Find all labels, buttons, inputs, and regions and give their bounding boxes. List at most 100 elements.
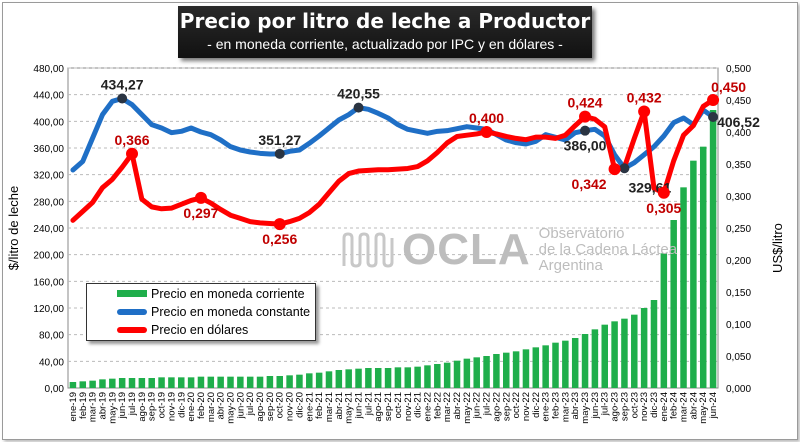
title-box: Precio por litro de leche a Productor - … — [178, 6, 592, 58]
bar-corriente — [69, 382, 77, 388]
x-tick-label: may-21 — [344, 392, 355, 424]
bar-corriente — [207, 376, 215, 388]
data-label: 386,00 — [564, 138, 607, 154]
legend-label: Precio en moneda corriente — [151, 286, 305, 301]
marker-dolares — [273, 218, 286, 231]
x-tick-label: jun-21 — [354, 392, 365, 419]
bar-corriente — [709, 110, 717, 388]
data-label: 0,256 — [262, 231, 297, 247]
bar-corriente — [493, 354, 500, 388]
legend-swatch-red — [117, 326, 147, 333]
x-tick-label: abr-21 — [334, 392, 345, 419]
bar-corriente — [99, 379, 106, 388]
x-tick-label: mar-19 — [88, 392, 99, 422]
bar-corriente — [690, 160, 697, 388]
y-tick-label: 40,00 — [39, 357, 64, 368]
x-tick-label: nov-22 — [521, 392, 532, 421]
marker-constante — [580, 125, 591, 136]
marker-constante — [117, 93, 128, 104]
x-tick-label: ene-20 — [186, 392, 197, 422]
x-tick-label: ene-24 — [659, 392, 670, 422]
bar-corriente — [601, 324, 608, 388]
bar-corriente — [631, 314, 638, 388]
bar-corriente — [670, 220, 677, 388]
legend-label: Precio en dólares — [151, 322, 249, 337]
x-tick-label: jun-22 — [472, 392, 483, 419]
marker-dolares — [638, 105, 651, 118]
data-label: 406,52 — [717, 114, 760, 130]
bar-corriente — [286, 375, 293, 388]
chart-subtitle: - en moneda corriente, actualizado por I… — [207, 36, 563, 52]
bar-corriente — [197, 376, 205, 388]
bar-corriente — [187, 377, 195, 388]
legend-swatch-green — [117, 290, 147, 297]
bar-corriente — [621, 318, 628, 388]
data-label: 0,342 — [572, 176, 607, 192]
bar-corriente — [640, 308, 648, 388]
x-tick-label: sep-19 — [147, 392, 158, 421]
bar-corriente — [571, 338, 579, 388]
y2-axis-label: US$/litro — [770, 223, 785, 273]
x-tick-label: abr-23 — [570, 392, 581, 419]
x-tick-label: mar-24 — [679, 392, 690, 422]
x-tick-label: may-23 — [580, 392, 591, 424]
bar-corriente — [355, 368, 362, 388]
x-tick-label: dic-20 — [294, 392, 305, 418]
line-dolares — [70, 97, 716, 227]
x-tick-label: sep-23 — [619, 392, 630, 421]
data-label: 0,450 — [711, 79, 746, 95]
x-tick-label: dic-22 — [531, 392, 542, 418]
y2-tick-label: 0,150 — [726, 288, 751, 299]
x-tick-label: nov-19 — [166, 392, 177, 421]
x-tick-label: sep-22 — [501, 392, 512, 421]
bar-corriente — [374, 368, 382, 388]
x-tick-label: feb-22 — [432, 392, 443, 419]
data-label: 434,27 — [101, 76, 144, 92]
bar-corriente — [168, 377, 175, 388]
y-tick-label: 160,00 — [33, 277, 64, 288]
marker-dolares — [480, 126, 493, 138]
x-tick-label: jun-19 — [117, 392, 128, 419]
marker-dolares — [608, 163, 621, 176]
marker-constante — [619, 163, 630, 174]
x-tick-label: mar-22 — [442, 392, 453, 422]
bar-corriente — [453, 360, 461, 388]
bar-corriente — [512, 351, 520, 388]
bar-corriente — [581, 334, 589, 388]
marker-dolares — [126, 147, 139, 160]
y-tick-label: 80,00 — [39, 331, 64, 342]
y2-tick-label: 0,050 — [726, 352, 751, 363]
x-tick-label: dic-23 — [649, 392, 660, 418]
x-tick-label: dic-19 — [176, 392, 187, 418]
bar-corriente — [552, 342, 559, 388]
y2-tick-label: 0,450 — [726, 96, 751, 107]
x-tick-label: feb-20 — [196, 392, 207, 419]
bar-corriente — [217, 376, 224, 388]
bar-corriente — [246, 376, 254, 388]
bar-corriente — [473, 357, 480, 388]
x-tick-label: ene-23 — [541, 392, 552, 422]
x-tick-label: jul-21 — [363, 392, 374, 416]
bar-corriente — [532, 347, 540, 388]
bar-corriente — [522, 349, 530, 388]
bar-corriente — [306, 373, 313, 388]
bar-corriente — [109, 378, 116, 388]
bar-corriente — [424, 365, 431, 388]
bar-corriente — [434, 364, 441, 388]
bar-corriente — [463, 358, 471, 388]
x-tick-label: dic-21 — [413, 392, 424, 418]
x-tick-label: ene-21 — [304, 392, 315, 422]
x-tick-label: ago-23 — [610, 392, 621, 422]
legend-swatch-blue — [117, 308, 147, 315]
bar-corriente — [276, 376, 283, 388]
bar-corriente — [650, 300, 658, 388]
bar-corriente — [384, 368, 392, 388]
chart-title: Precio por litro de leche a Productor — [179, 9, 591, 33]
x-tick-label: abr-24 — [688, 392, 699, 419]
y-tick-label: 240,00 — [33, 224, 64, 235]
x-tick-label: jun-23 — [590, 392, 601, 419]
bar-corriente — [404, 367, 412, 388]
y2-tick-label: 0,300 — [726, 192, 751, 203]
x-tick-label: jun-20 — [235, 392, 246, 419]
bar-corriente — [325, 371, 333, 388]
